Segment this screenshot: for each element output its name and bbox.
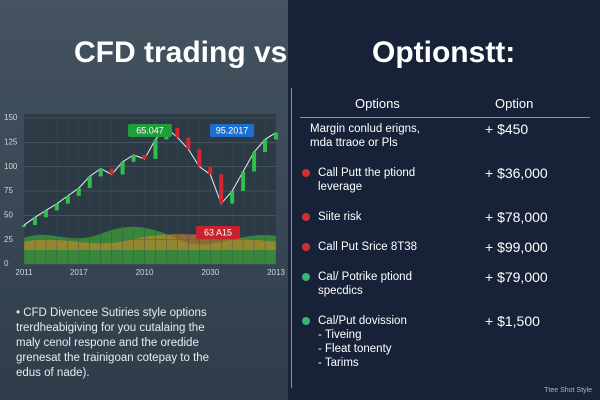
annotation-text: 65.047: [136, 125, 164, 135]
candle: [219, 174, 224, 204]
candle: [142, 154, 147, 159]
label-line: - Tiveing: [318, 329, 362, 341]
table-row: Call Put Srice 8T38 + $99,000: [300, 230, 590, 260]
note-line: trerdheabigiving for you cutalaing the: [16, 322, 205, 334]
bullet: [302, 213, 310, 221]
candle: [131, 154, 136, 162]
candle: [252, 152, 257, 172]
label-line: mda ttraoe or Pls: [310, 137, 398, 149]
y-tick-label: 100: [4, 162, 18, 171]
table-row: Margin conlud erigns, mda ttraoe or Pls + …: [300, 118, 590, 156]
left-title: CFD trading vs: [74, 36, 288, 69]
label-line: Cal/ Potrike ptiond: [318, 271, 412, 283]
y-tick-label: 25: [4, 235, 13, 244]
candle: [208, 166, 213, 175]
annotation-box: [128, 124, 172, 137]
bullet: [302, 169, 310, 177]
bullet: [302, 273, 310, 281]
candle: [230, 191, 235, 204]
candle: [22, 225, 26, 228]
table-row: Cal/ Potrike ptiond specdics + $79,000: [300, 260, 590, 304]
annotation-text: 63 A15: [204, 227, 232, 237]
row-value: + $1,500: [485, 313, 540, 329]
table-row: Siite risk + $78,000: [300, 200, 590, 230]
label-line: specdics: [318, 285, 363, 297]
left-note: • CFD Divencee Sutiries style options tre…: [16, 306, 284, 381]
label-line: Call Put Srice 8T38: [318, 241, 418, 253]
candle: [76, 188, 81, 196]
bullet-space: [300, 122, 310, 150]
x-tick-label: 2030: [201, 268, 219, 277]
candle: [32, 217, 37, 226]
x-tick-label: 2013: [267, 268, 285, 277]
row-value: + $79,000: [485, 269, 548, 285]
column-header: Options: [355, 96, 400, 111]
table-header: Options Option: [300, 96, 590, 118]
annotation-box: [210, 124, 254, 137]
label-line: Margin conlud erigns,: [310, 123, 420, 135]
label-lines: Cal/ Potrike ptiond specdics: [318, 270, 412, 298]
y-tick-label: 0: [4, 259, 9, 268]
y-tick-label: 75: [4, 186, 13, 195]
annotation-box: [196, 226, 240, 239]
note-line: • CFD Divencee Sutiries style options: [16, 307, 207, 319]
label-lines: Margin conlud erigns, mda ttraoe or Pls: [310, 122, 420, 150]
footer: Ttee Shot Style: [544, 387, 592, 394]
label-line: Call Putt the ptiond: [318, 167, 416, 179]
candle: [153, 139, 158, 159]
candle: [43, 210, 48, 218]
candle: [65, 195, 70, 204]
row-value: + $99,000: [485, 239, 548, 255]
table-row: Call Putt the ptiond leverage + $36,000: [300, 156, 590, 200]
row-value: + $450: [485, 121, 529, 137]
candle: [175, 127, 180, 138]
x-tick-label: 2010: [136, 268, 154, 277]
label-line: leverage: [318, 181, 363, 193]
note-line: grenesat the trainigoan cotepay to the: [16, 352, 210, 364]
candle: [263, 139, 268, 153]
label-lines: Call Put Srice 8T38: [318, 240, 417, 254]
row-label: Cal/Put dovission - Tiveing - Fleat tonent…: [300, 314, 485, 370]
candle: [98, 168, 103, 177]
candle: [186, 137, 191, 150]
label-lines: Cal/Put dovission - Tiveing - Fleat tonent…: [318, 314, 407, 370]
candle: [109, 168, 114, 175]
column-header: Option: [495, 96, 534, 111]
label-line: - Tarims: [318, 357, 359, 369]
right-title: Optionstt:: [372, 36, 516, 69]
row-label: Margin conlud erigns, mda ttraoe or Pls: [300, 122, 485, 150]
candle: [120, 161, 125, 175]
x-tick-label: 2017: [70, 268, 88, 277]
table-row: Cal/Put dovission - Tiveing - Fleat tonent…: [300, 304, 590, 376]
bullet: [302, 243, 310, 251]
row-label: Call Putt the ptiond leverage: [300, 166, 485, 194]
note-line: maly cenol respone and the oredide: [16, 337, 199, 349]
row-label: Call Put Srice 8T38: [300, 240, 485, 254]
label-line: Siite risk: [318, 211, 362, 223]
y-tick-label: 150: [4, 113, 18, 122]
y-tick-label: 125: [4, 137, 18, 146]
candle: [87, 176, 92, 189]
row-label: Cal/ Potrike ptiond specdics: [300, 270, 485, 298]
candle: [274, 132, 278, 140]
bullet: [302, 317, 310, 325]
row-label: Siite risk: [300, 210, 485, 224]
row-value: + $36,000: [485, 165, 548, 181]
candle: [197, 149, 202, 167]
label-line: - Fleat tonenty: [318, 343, 392, 355]
divider: [291, 88, 292, 388]
note-line: edus of nade).: [16, 367, 90, 379]
annotation-text: 95.2017: [216, 125, 249, 135]
y-tick-label: 50: [4, 210, 13, 219]
label-lines: Siite risk: [318, 210, 361, 224]
label-line: Cal/Put dovission: [318, 315, 407, 327]
candle: [241, 171, 246, 191]
x-tick-label: 2011: [15, 268, 33, 277]
candle: [54, 203, 59, 211]
label-lines: Call Putt the ptiond leverage: [318, 166, 415, 194]
row-value: + $78,000: [485, 209, 548, 225]
comparison-table: Options Option Margin conlud erigns, mda tt…: [300, 96, 590, 376]
chart: 0 25 50 75 100 125 150 2011 2017 2010 2030 2013 65.0…: [4, 113, 285, 277]
